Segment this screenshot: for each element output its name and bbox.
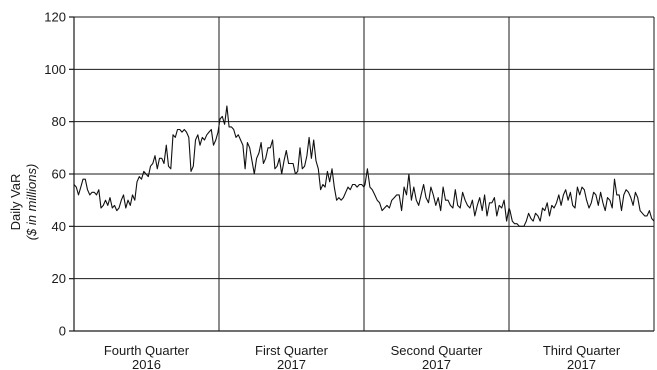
x-tick-label-year-3: 2017	[567, 357, 596, 370]
y-tick-label-40: 40	[52, 219, 66, 234]
y-axis-title: Daily VaR ($ in millions)	[8, 164, 39, 241]
y-tick-label-20: 20	[52, 271, 66, 286]
y-tick-label-120: 120	[44, 10, 66, 25]
series-line-0	[73, 105, 655, 227]
y-axis-label-units: ($ in millions)	[24, 164, 39, 241]
x-tick-label-2: Second Quarter	[391, 343, 483, 358]
x-tick-label-year-2: 2017	[422, 357, 451, 370]
y-tick-label-60: 60	[52, 167, 66, 182]
x-tick-label-year-1: 2017	[277, 357, 306, 370]
series-layer	[73, 105, 655, 227]
y-tick-label-100: 100	[44, 62, 66, 77]
x-tick-label-3: Third Quarter	[543, 343, 621, 358]
y-tick-label-0: 0	[59, 324, 66, 339]
y-axis-label: Daily VaR	[8, 174, 23, 231]
axes	[69, 16, 75, 332]
x-tick-label-1: First Quarter	[255, 343, 329, 358]
x-tick-label-year-0: 2016	[132, 357, 161, 370]
y-tick-label-80: 80	[52, 114, 66, 129]
x-tick-label-0: Fourth Quarter	[104, 343, 190, 358]
gridlines	[74, 16, 655, 332]
